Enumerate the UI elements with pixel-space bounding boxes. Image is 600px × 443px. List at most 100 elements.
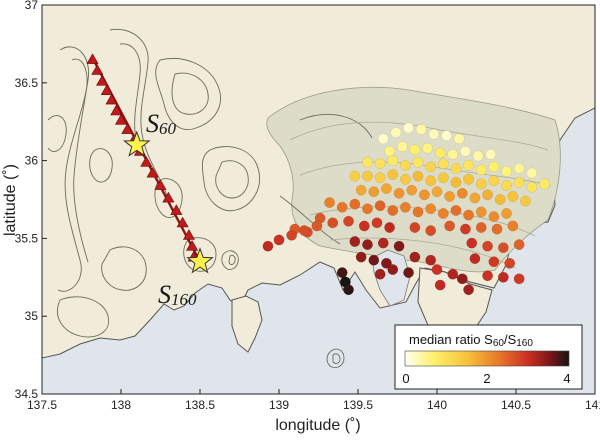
colorbar-title-main: median ratio S <box>409 332 493 347</box>
ratio-point <box>286 229 298 241</box>
source-label-s60-sub: 60 <box>159 119 177 138</box>
ratio-point <box>453 133 465 145</box>
station-triangle <box>110 104 123 116</box>
ratio-point <box>450 204 462 216</box>
y-axis-label: latitude (˚) <box>2 164 19 236</box>
axis-ticks: 137.5 138 138.5 139 139.5 140 140.5 141 34.5 35 35… <box>15 0 600 412</box>
ratio-point <box>504 257 516 269</box>
ratio-point <box>343 284 354 296</box>
ratio-point <box>374 268 386 280</box>
ratio-point <box>336 201 348 213</box>
ratio-point <box>387 204 399 216</box>
station-triangle <box>182 229 195 240</box>
source-label-s60: S60 <box>146 109 177 138</box>
ratio-point <box>399 201 411 213</box>
y-tick-label: 36 <box>25 154 39 168</box>
ratio-point <box>434 279 446 291</box>
ratio-point <box>463 209 475 221</box>
ratio-point <box>374 158 386 170</box>
station-triangle <box>140 156 153 167</box>
ratio-point <box>507 220 519 232</box>
ratio-point <box>513 273 525 285</box>
ratio-point <box>343 215 354 227</box>
ratio-point <box>501 166 512 177</box>
ratio-point <box>422 142 433 154</box>
station-triangle <box>176 216 189 228</box>
ratio-point <box>384 145 396 157</box>
x-axis-label: longitude (˚) <box>275 417 360 434</box>
ratio-point <box>437 172 449 184</box>
ratio-point <box>387 155 399 167</box>
ratio-point <box>409 144 421 156</box>
ratio-point <box>469 192 481 204</box>
ratio-point <box>491 223 503 235</box>
ratio-point <box>273 234 285 246</box>
ratio-point <box>431 186 443 198</box>
ratio-point <box>444 220 456 232</box>
ratio-point <box>371 217 383 229</box>
station-triangle <box>105 93 118 105</box>
ratio-point <box>409 251 421 263</box>
ratio-point <box>456 273 468 285</box>
axes-frame <box>41 4 596 395</box>
ratio-point <box>497 271 509 283</box>
ratio-point <box>362 170 373 182</box>
ratio-point <box>425 175 437 187</box>
ratio-point <box>355 251 367 263</box>
ratio-point <box>463 159 475 171</box>
colorbar-tick-0: 0 <box>402 371 409 386</box>
ratio-point <box>412 156 424 168</box>
ratio-point <box>409 222 421 233</box>
ratio-points <box>262 122 550 296</box>
x-tick-label: 140.5 <box>501 398 531 412</box>
ratio-point <box>437 158 449 170</box>
ratio-point <box>349 236 361 247</box>
colorbar-title-sub2: 160 <box>516 338 533 349</box>
ratio-point <box>431 264 443 275</box>
source-label-s160-sub: 160 <box>171 290 197 309</box>
izu-peninsula <box>231 295 263 353</box>
source-label-s160: S160 <box>158 280 197 309</box>
station-triangle <box>162 191 175 203</box>
station-triangle <box>186 240 199 251</box>
colorbar-title-sub1: 60 <box>493 338 505 349</box>
station-triangle <box>96 75 109 86</box>
colorbar-title-sep: /S <box>504 332 517 347</box>
ratio-point <box>262 240 274 252</box>
station-triangle <box>91 64 104 75</box>
ratio-point <box>425 203 437 215</box>
ratio-point <box>447 268 459 280</box>
ratio-point <box>406 184 418 196</box>
x-tick-label: 139 <box>269 398 289 412</box>
ratio-point <box>368 186 380 198</box>
ratio-point <box>327 217 339 229</box>
ratio-point <box>362 156 373 168</box>
ratio-point <box>374 172 386 184</box>
station-triangle <box>154 179 167 190</box>
x-tick-label: 140 <box>427 398 447 412</box>
ratio-point <box>469 253 481 265</box>
station-triangle <box>121 123 134 134</box>
ratio-point <box>324 197 336 209</box>
kanto-basin <box>266 87 561 273</box>
station-triangle <box>114 114 128 125</box>
ratio-point <box>355 184 367 196</box>
ratio-point <box>463 284 475 296</box>
ratio-point <box>538 178 550 190</box>
ratio-point <box>399 173 411 185</box>
ratio-point <box>412 170 424 182</box>
ratio-point <box>475 164 487 176</box>
ratio-point <box>425 254 437 266</box>
station-triangle <box>86 53 99 64</box>
ratio-point <box>459 145 471 157</box>
y-tick-label: 34.5 <box>15 387 39 401</box>
y-tick-label: 35 <box>25 309 39 323</box>
ratio-point <box>466 237 478 249</box>
ratio-point <box>485 148 497 160</box>
ratio-point <box>501 208 512 219</box>
ratio-point <box>418 189 430 201</box>
ratio-point <box>387 264 399 275</box>
ratio-point <box>362 203 373 215</box>
x-tick-label: 137.5 <box>27 398 57 412</box>
